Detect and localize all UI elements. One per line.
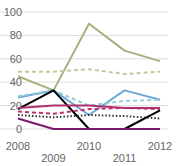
- y-tick-label: 60: [10, 53, 22, 65]
- chart: 0 20 40 60 80 100 2008 2009 2010 2011 2012: [0, 0, 182, 166]
- y-tick-label: 0: [16, 123, 22, 135]
- x-tick-label: 2012: [148, 140, 172, 152]
- y-tick-label: 20: [10, 100, 22, 112]
- y-tick-label: 40: [10, 76, 22, 88]
- y-tick-label: 100: [4, 6, 22, 18]
- y-tick-label: 80: [10, 29, 22, 41]
- x-tick-label: 2009: [41, 152, 65, 164]
- grid-line: [0, 58, 168, 59]
- x-tick-label: 2010: [77, 140, 101, 152]
- series-line: [18, 90, 160, 115]
- grid-line: [0, 82, 168, 83]
- series-line: [18, 90, 160, 129]
- x-tick-label: 2011: [113, 152, 137, 164]
- series-line: [18, 106, 160, 108]
- series-line: [18, 69, 160, 74]
- series-line: [18, 115, 160, 119]
- x-tick-label: 2008: [6, 140, 30, 152]
- series-line: [18, 119, 160, 130]
- series-line: [18, 24, 160, 91]
- grid-line: [0, 12, 168, 13]
- plot-lines: [18, 24, 160, 129]
